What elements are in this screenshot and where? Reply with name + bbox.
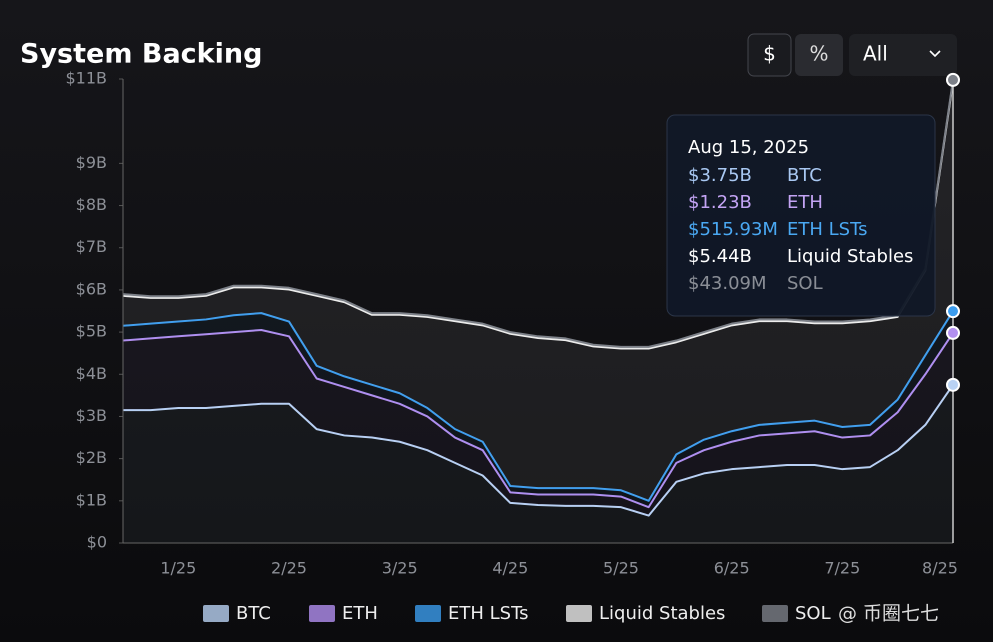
range-dropdown[interactable] bbox=[849, 34, 957, 76]
tooltip-box bbox=[666, 114, 936, 317]
percent-label[interactable]: % bbox=[809, 42, 828, 66]
legend-swatch bbox=[309, 605, 335, 622]
series-line bbox=[122, 81, 954, 350]
x-tick-label: 7/25 bbox=[824, 559, 860, 578]
y-tick-label: $3B bbox=[76, 406, 107, 425]
hover-marker bbox=[946, 325, 960, 340]
y-tick-label: $11B bbox=[65, 69, 107, 88]
percent-button[interactable] bbox=[795, 34, 843, 76]
series-line bbox=[122, 328, 954, 509]
tooltip-name: ETH LSTs bbox=[787, 219, 867, 240]
y-tick-label: $6B bbox=[76, 279, 107, 298]
series-area bbox=[123, 311, 953, 508]
legend: BTC ETH ETH LSTs Liquid Stables SOL bbox=[203, 603, 831, 624]
series-line bbox=[123, 384, 954, 517]
y-tick-label: $9B bbox=[76, 153, 107, 172]
hover-marker bbox=[946, 304, 960, 319]
tooltip-name: SOL bbox=[787, 273, 823, 294]
watermark: @ 币圈七七 bbox=[838, 603, 939, 625]
plot: $0 $1B $2B $3B $4B $5B $6B $7B $8B $9B $11B 1/25 2/2… bbox=[65, 69, 960, 578]
series-line bbox=[122, 310, 954, 502]
tooltip-name: BTC bbox=[787, 165, 822, 186]
tooltip-value: $515.93M bbox=[688, 219, 778, 240]
hover-marker bbox=[946, 377, 960, 392]
y-tick-label: $8B bbox=[76, 195, 107, 214]
x-tick-label: 8/25 bbox=[922, 559, 958, 578]
x-tick-label: 6/25 bbox=[714, 559, 750, 578]
x-tick-label: 4/25 bbox=[492, 559, 528, 578]
tooltip-value: $43.09M bbox=[688, 273, 767, 294]
range-label[interactable]: All bbox=[863, 42, 888, 66]
y-tick-label: $1B bbox=[76, 490, 107, 509]
tooltip-value: $3.75B bbox=[688, 165, 752, 186]
tooltip-value: $5.44B bbox=[688, 246, 752, 267]
chart-title: System Backing bbox=[20, 39, 262, 70]
legend-label: BTC bbox=[236, 603, 271, 624]
dollar-label[interactable]: $ bbox=[763, 42, 776, 66]
legend-label: SOL bbox=[795, 603, 831, 624]
legend-swatch bbox=[762, 605, 788, 622]
hover-marker bbox=[946, 72, 960, 87]
y-tick-label: $7B bbox=[76, 237, 107, 256]
y-tick-label: $5B bbox=[76, 322, 107, 341]
series-line bbox=[122, 79, 954, 348]
tooltip-date: Aug 15, 2025 bbox=[688, 137, 809, 158]
tooltip-value: $1.23B bbox=[688, 192, 752, 213]
y-tick-label: $0 bbox=[87, 533, 107, 552]
x-tick-label: 5/25 bbox=[603, 559, 639, 578]
y-tick-label: $4B bbox=[76, 364, 107, 383]
x-tick-label: 1/25 bbox=[160, 559, 196, 578]
legend-swatch bbox=[203, 605, 229, 622]
series-area bbox=[123, 81, 953, 501]
legend-swatch bbox=[566, 605, 592, 622]
legend-label: ETH LSTs bbox=[448, 603, 528, 624]
legend-swatch bbox=[415, 605, 441, 622]
dollar-button[interactable] bbox=[747, 33, 792, 77]
x-tick-label: 2/25 bbox=[271, 559, 307, 578]
series-area bbox=[123, 384, 953, 543]
x-tick-label: 3/25 bbox=[382, 559, 418, 578]
tooltip-name: ETH bbox=[787, 192, 823, 213]
y-tick-label: $2B bbox=[76, 448, 107, 467]
series-area bbox=[123, 329, 953, 516]
tooltip: Aug 15, 2025 $3.75B BTC $1.23B ETH $515.93M E… bbox=[666, 114, 936, 317]
dropdown-chevron bbox=[929, 50, 941, 58]
legend-label: ETH bbox=[342, 603, 378, 624]
legend-label: Liquid Stables bbox=[599, 603, 725, 624]
tooltip-name: Liquid Stables bbox=[787, 246, 913, 267]
